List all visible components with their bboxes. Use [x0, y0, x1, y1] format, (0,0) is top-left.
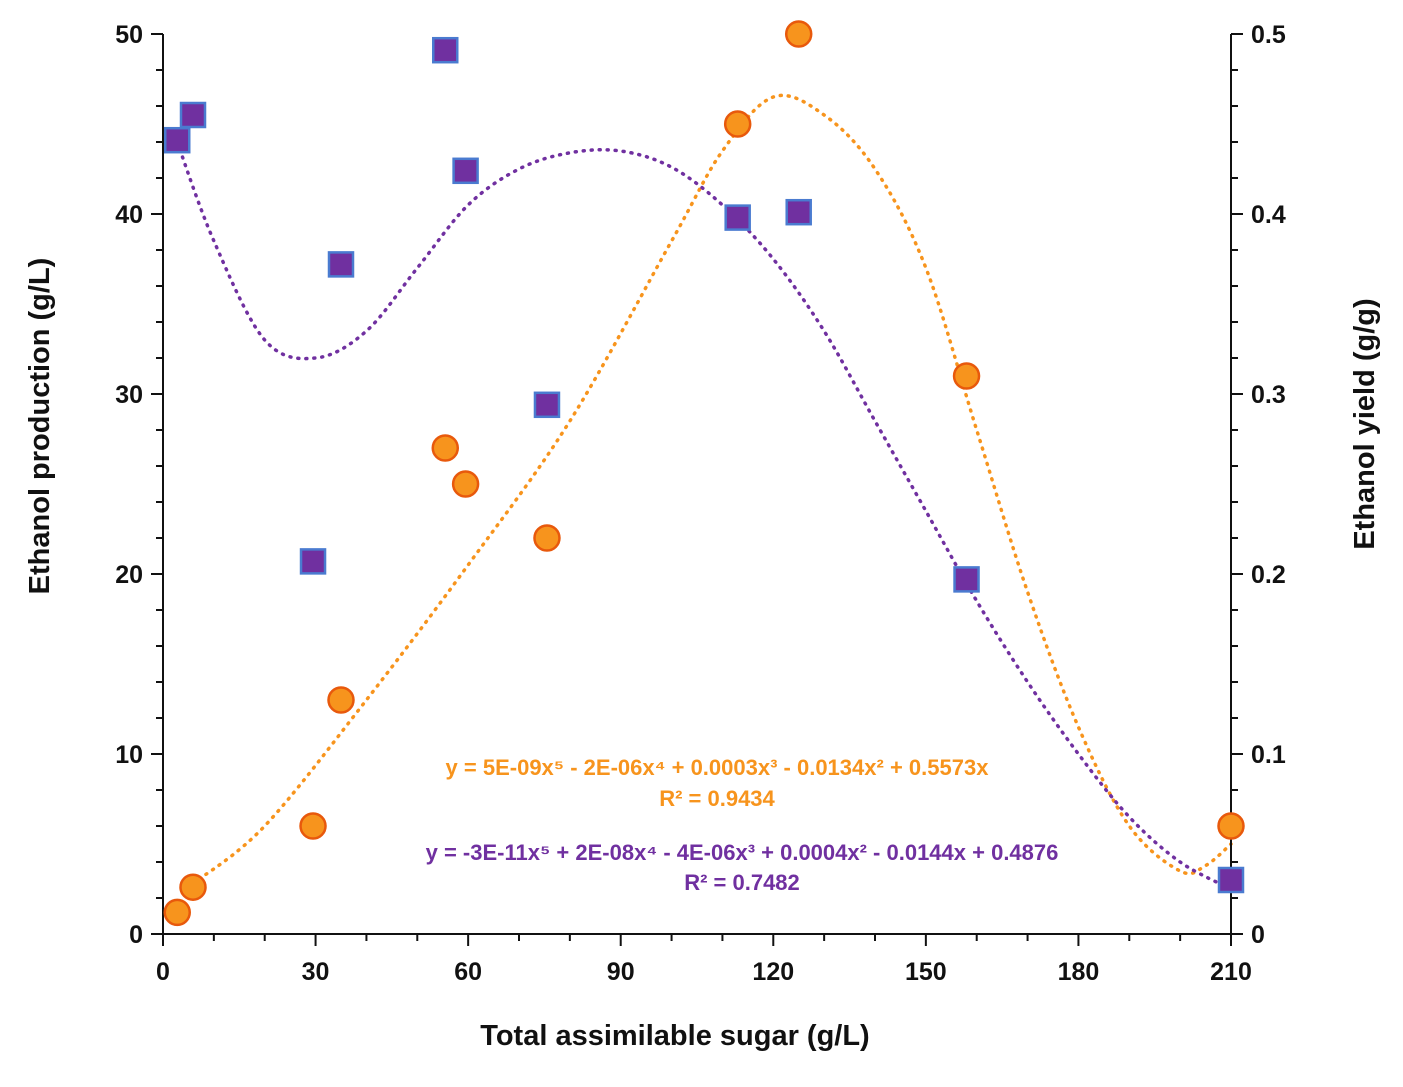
- yield-trendline: [175, 140, 1233, 891]
- tick-labels: 0 30 60 90 120 150 180 210 0 10 20 30 40 50 0 0.1 0.2 0.3…: [115, 21, 1286, 986]
- y-tick-label: 20: [115, 561, 143, 589]
- y-tick-label: 10: [115, 741, 143, 769]
- yield-point: [452, 157, 479, 185]
- y-tick-label: 50: [115, 21, 143, 49]
- production-trend-r2: R² = 0.9434: [659, 786, 775, 811]
- x-tick-label: 30: [302, 958, 330, 986]
- plot-area: 0 30 60 90 120 150 180 210 0 10 20 30 40 50 0 0.1 0.2 0.3…: [115, 20, 1286, 986]
- yield-point: [533, 391, 561, 419]
- yield-point: [327, 251, 355, 278]
- production-trendline: [191, 93, 1233, 886]
- y-tick-label: 0: [129, 921, 143, 949]
- y2-tick-label: 0.3: [1251, 381, 1286, 409]
- yield-trend-equation: y = -3E-11x⁵ + 2E-08x⁴ - 4E-06x³ + 0.000…: [426, 840, 1059, 865]
- production-point: [163, 898, 191, 927]
- x-axis-title: Total assimilable sugar (g/L): [480, 1020, 869, 1052]
- x-tick-label: 150: [905, 958, 947, 986]
- yield-point: [953, 566, 980, 593]
- tick-marks: [151, 33, 1243, 946]
- x-tick-label: 120: [752, 958, 794, 986]
- yield-point: [179, 101, 207, 129]
- yield-point: [432, 36, 459, 64]
- yield-trend-r2: R² = 0.7482: [684, 870, 800, 895]
- yield-point: [299, 548, 327, 575]
- y-tick-label: 30: [115, 381, 143, 409]
- production-point: [723, 110, 752, 138]
- data-points: [163, 20, 1245, 927]
- production-point: [179, 873, 207, 901]
- y2-tick-label: 0.2: [1251, 561, 1286, 589]
- production-point: [327, 686, 355, 714]
- yield-point: [785, 198, 812, 226]
- production-point: [299, 812, 327, 840]
- y2-axis-title: Ethanol yield (g/g): [1349, 298, 1381, 549]
- production-point: [784, 20, 813, 48]
- y2-tick-label: 0.5: [1251, 21, 1286, 49]
- yield-point: [724, 204, 751, 231]
- production-point: [533, 524, 561, 552]
- trendline-layer: [175, 93, 1233, 891]
- production-trend-equation: y = 5E-09x⁵ - 2E-06x⁴ + 0.0003x³ - 0.013…: [446, 755, 990, 780]
- x-tick-label: 180: [1058, 958, 1100, 986]
- y2-tick-label: 0.1: [1251, 741, 1286, 769]
- x-tick-label: 60: [454, 958, 482, 986]
- y2-tick-label: 0: [1251, 921, 1265, 949]
- x-tick-label: 90: [607, 958, 635, 986]
- y-tick-label: 40: [115, 201, 143, 229]
- trendline-annotations: y = 5E-09x⁵ - 2E-06x⁴ + 0.0003x³ - 0.013…: [426, 755, 1059, 895]
- production-point: [952, 362, 981, 390]
- x-tick-label: 210: [1210, 958, 1252, 986]
- y-axis-title: Ethanol production (g/L): [24, 258, 56, 595]
- production-point: [431, 434, 460, 462]
- x-tick-label: 0: [156, 958, 170, 986]
- axes: [162, 34, 1232, 935]
- production-point: [1217, 812, 1245, 840]
- production-point: [451, 470, 480, 498]
- yield-point: [163, 126, 191, 154]
- y2-tick-label: 0.4: [1251, 201, 1286, 229]
- yield-point: [1217, 866, 1245, 894]
